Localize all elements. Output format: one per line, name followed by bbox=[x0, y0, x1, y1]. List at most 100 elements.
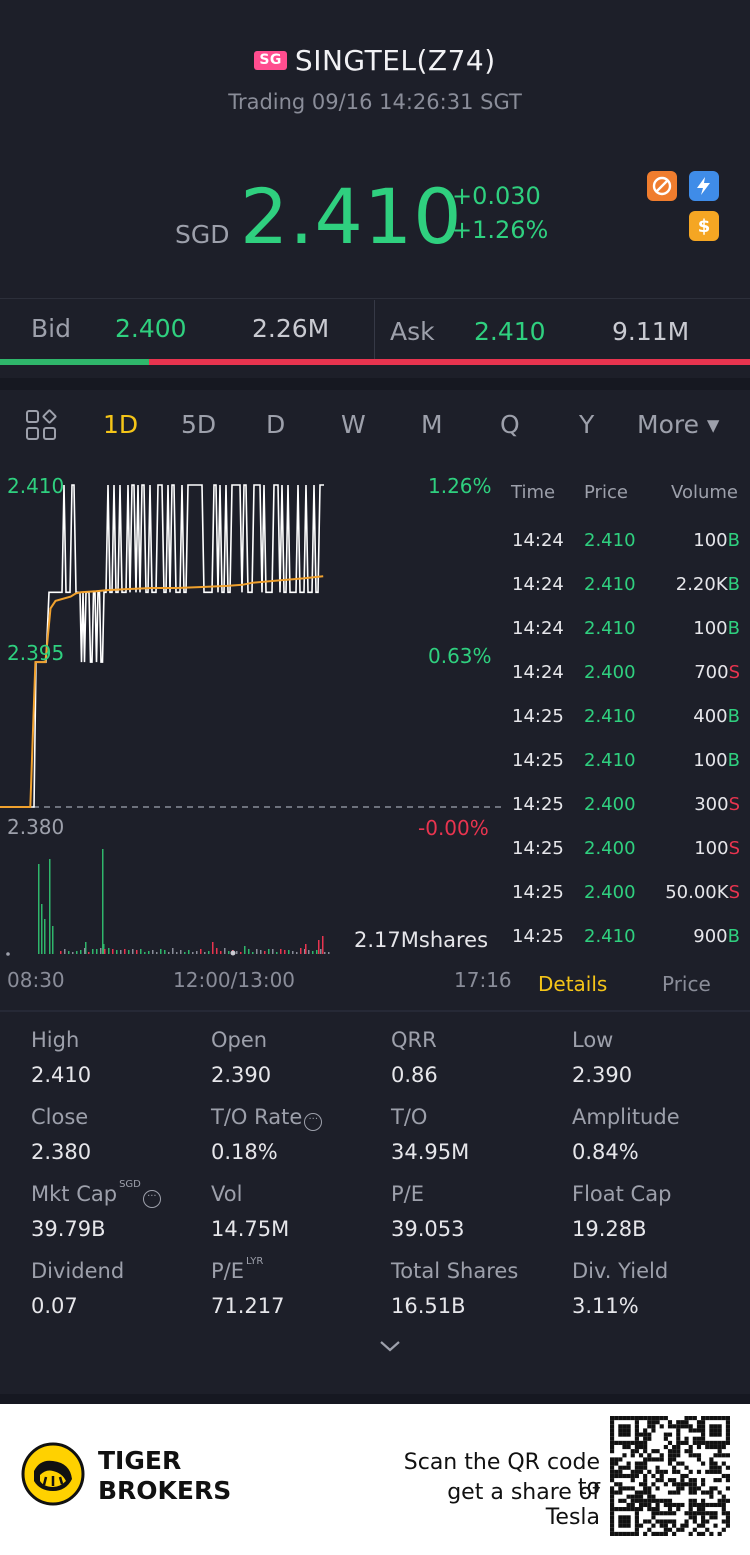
axis-pct-mid: 0.63% bbox=[428, 644, 492, 668]
volume-bar bbox=[148, 951, 150, 954]
tab-yearly[interactable]: Y bbox=[579, 410, 595, 439]
volume-total: 2.17Mshares bbox=[354, 928, 489, 952]
bid-ask-ratio-bar bbox=[0, 359, 750, 365]
stat-label: Dividend bbox=[31, 1259, 125, 1283]
trade-row: 14:24 2.410 100B bbox=[505, 618, 750, 662]
tab-daily[interactable]: D bbox=[266, 410, 286, 439]
trade-time: 14:24 bbox=[512, 574, 564, 595]
trade-side: B bbox=[727, 750, 740, 771]
time-close: 17:16 bbox=[454, 968, 512, 992]
volume-bar bbox=[116, 950, 118, 954]
info-icon[interactable]: ··· bbox=[304, 1113, 323, 1131]
promo-text-line1: Scan the QR code to bbox=[403, 1450, 600, 1500]
volume-bar bbox=[68, 951, 70, 954]
trade-price: 2.410 bbox=[584, 706, 636, 727]
stat-label: Total Shares bbox=[391, 1259, 519, 1283]
no-short-icon[interactable] bbox=[647, 171, 677, 201]
volume-bar bbox=[292, 951, 294, 954]
trade-time: 14:25 bbox=[512, 750, 564, 771]
volume-bar bbox=[236, 951, 238, 954]
volume-bar bbox=[38, 864, 40, 954]
tab-price-distribution[interactable]: Price bbox=[662, 972, 711, 996]
stat-label: Close bbox=[31, 1105, 89, 1129]
stat-label: Open bbox=[211, 1028, 268, 1052]
tab-monthly[interactable]: M bbox=[421, 410, 443, 439]
average-price-line bbox=[0, 575, 324, 808]
stat-value: 0.18% bbox=[211, 1140, 278, 1164]
volume-bar bbox=[204, 952, 206, 954]
stat-value: 39.79B bbox=[31, 1217, 106, 1241]
time-lunch: 12:00/13:00 bbox=[173, 968, 296, 992]
trade-price: 2.400 bbox=[584, 882, 636, 903]
dividend-icon[interactable]: $ bbox=[689, 211, 719, 241]
stat-value: 39.053 bbox=[391, 1217, 465, 1241]
period-tabs bbox=[0, 378, 750, 468]
lightning-icon[interactable] bbox=[689, 171, 719, 201]
trade-row: 14:24 2.410 100B bbox=[505, 530, 750, 574]
tab-1d[interactable]: 1D bbox=[103, 410, 139, 439]
tab-more[interactable]: More ▾ bbox=[637, 410, 720, 439]
trade-price: 2.410 bbox=[584, 574, 636, 595]
volume-bar bbox=[296, 952, 298, 954]
bid-volume: 2.26M bbox=[252, 314, 330, 343]
tab-quarterly[interactable]: Q bbox=[500, 410, 520, 439]
volume-bar bbox=[180, 950, 182, 954]
stat-value: 3.11% bbox=[572, 1294, 639, 1318]
volume-bar bbox=[200, 949, 202, 954]
info-icon[interactable]: ··· bbox=[142, 1190, 161, 1208]
volume-marker-dot bbox=[230, 950, 236, 956]
tab-details[interactable]: Details bbox=[538, 972, 608, 996]
stat-value: 34.95M bbox=[391, 1140, 470, 1164]
stat-value: 0.07 bbox=[31, 1294, 78, 1318]
bid-label: Bid bbox=[31, 314, 71, 343]
stat-value: 0.86 bbox=[391, 1063, 438, 1087]
stat-label: High bbox=[31, 1028, 80, 1052]
volume-marker-dot bbox=[6, 952, 10, 956]
trade-row: 14:25 2.410 100B bbox=[505, 750, 750, 794]
tab-5d[interactable]: 5D bbox=[181, 410, 217, 439]
bid-ask-panel[interactable] bbox=[0, 298, 750, 363]
volume-bar bbox=[92, 949, 94, 954]
volume-bar bbox=[102, 849, 104, 954]
trade-volume: 400B bbox=[693, 706, 740, 727]
tab-weekly[interactable]: W bbox=[341, 410, 366, 439]
brand-name-line1: TIGER bbox=[98, 1446, 182, 1475]
volume-bar bbox=[248, 949, 250, 954]
trade-side: B bbox=[727, 530, 740, 551]
volume-bar bbox=[264, 951, 266, 954]
volume-bar bbox=[308, 950, 310, 954]
stat-value: 19.28B bbox=[572, 1217, 647, 1241]
trade-row: 14:25 2.400 300S bbox=[505, 794, 750, 838]
chart-layout-icon[interactable] bbox=[25, 409, 57, 441]
volume-bar bbox=[318, 940, 320, 954]
volume-bar bbox=[132, 949, 134, 954]
stats-panel bbox=[0, 1010, 750, 1387]
trade-price: 2.400 bbox=[584, 662, 636, 683]
trade-price: 2.410 bbox=[584, 618, 636, 639]
stat-label: P/E bbox=[391, 1182, 425, 1206]
volume-bar bbox=[176, 952, 178, 954]
trade-volume: 100B bbox=[693, 530, 740, 551]
stat-value: 71.217 bbox=[211, 1294, 285, 1318]
volume-bar bbox=[324, 952, 326, 954]
expand-chevron-icon[interactable] bbox=[378, 1338, 402, 1358]
intraday-chart[interactable] bbox=[0, 468, 505, 960]
volume-bar bbox=[156, 952, 158, 954]
volume-bar bbox=[120, 950, 122, 954]
volume-bar bbox=[168, 952, 170, 954]
volume-bar bbox=[316, 950, 318, 954]
trade-time: 14:24 bbox=[512, 618, 564, 639]
axis-price-high: 2.410 bbox=[7, 474, 65, 498]
volume-bar bbox=[85, 942, 87, 954]
axis-price-low: 2.380 bbox=[7, 815, 65, 839]
volume-bar bbox=[184, 952, 186, 954]
volume-bar bbox=[196, 951, 198, 954]
stat-superscript: SGD bbox=[119, 1179, 141, 1190]
bid-ask-divider bbox=[374, 300, 375, 360]
promo-footer bbox=[0, 1394, 750, 1555]
volume-bar bbox=[49, 859, 51, 954]
trade-volume: 2.20KB bbox=[675, 574, 740, 595]
volume-bar bbox=[328, 952, 330, 954]
stat-label: Amplitude bbox=[572, 1105, 680, 1129]
stat-label: Low bbox=[572, 1028, 614, 1052]
